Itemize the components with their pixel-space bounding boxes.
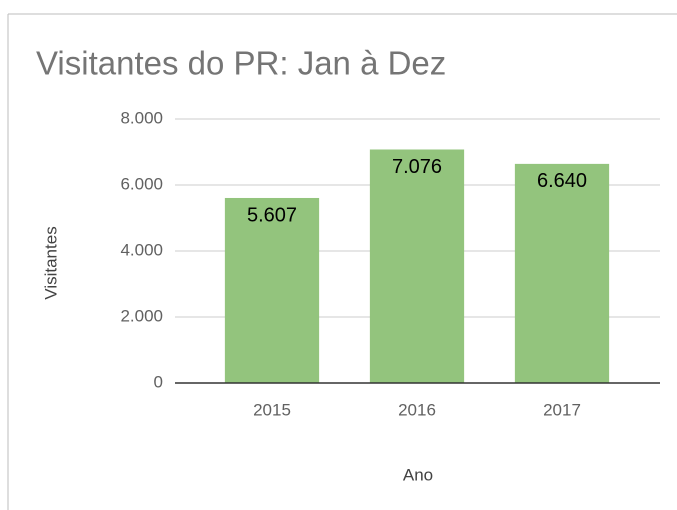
bar [224, 197, 320, 383]
value-label: 5.607 [247, 204, 297, 226]
y-tick-label: 8.000 [120, 108, 163, 127]
y-axis-label: Visitantes [41, 226, 60, 299]
x-axis-label: Ano [403, 465, 433, 484]
value-label: 7.076 [392, 156, 442, 178]
value-label: 6.640 [537, 170, 587, 192]
y-tick-label: 4.000 [120, 240, 163, 259]
x-tick-label: 2016 [398, 400, 436, 419]
bar [369, 149, 465, 383]
y-tick-label: 2.000 [120, 306, 163, 325]
chart-title: Visitantes do PR: Jan à Dez [36, 45, 446, 82]
y-tick-label: 0 [154, 372, 163, 391]
bar [514, 163, 610, 383]
x-tick-label: 2015 [253, 400, 291, 419]
x-tick-label: 2017 [543, 400, 581, 419]
y-tick-label: 6.000 [120, 174, 163, 193]
